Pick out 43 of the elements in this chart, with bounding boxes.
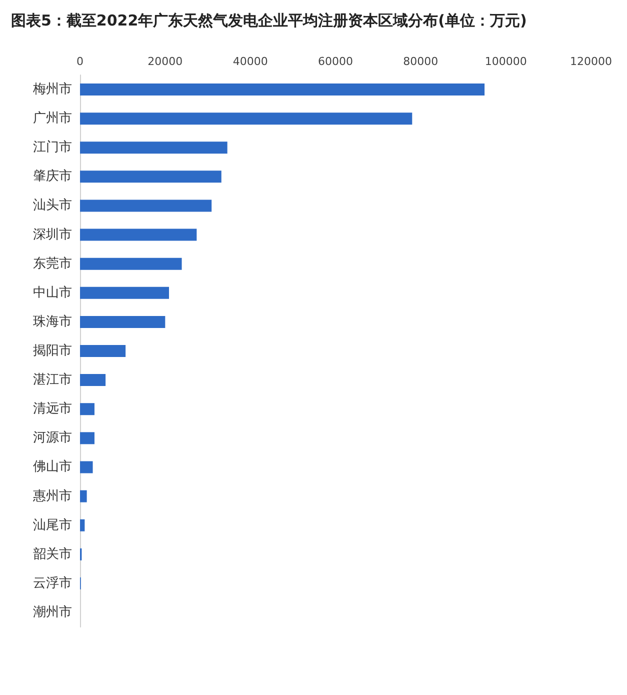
- chart-title: 图表5：截至2022年广东天然气发电企业平均注册资本区域分布(单位：万元): [11, 12, 527, 30]
- y-tick-label: 深圳市: [33, 227, 72, 242]
- bar: [80, 228, 197, 241]
- bar: [80, 84, 485, 96]
- bar: [80, 519, 85, 532]
- y-tick-label: 东莞市: [33, 256, 72, 272]
- y-tick-label: 揭阳市: [33, 344, 72, 358]
- bar: [80, 374, 106, 386]
- bar: [80, 286, 169, 299]
- bar: [80, 432, 94, 444]
- bar: [80, 112, 412, 125]
- y-tick-label: 韶关市: [33, 546, 72, 562]
- bar: [80, 490, 87, 502]
- x-tick-label: 80000: [403, 55, 438, 68]
- y-tick-label: 清远市: [33, 402, 72, 417]
- y-tick-label: 汕尾市: [33, 518, 72, 533]
- x-tick-label: 100000: [484, 55, 527, 68]
- bar: [80, 200, 212, 212]
- y-tick-label: 佛山市: [33, 460, 72, 475]
- x-tick-label: 0: [76, 55, 84, 68]
- bar: [80, 345, 126, 357]
- y-tick-label: 汕头市: [33, 198, 72, 214]
- y-tick-label: 梅州市: [32, 82, 72, 98]
- x-tick-label: 60000: [318, 55, 353, 68]
- y-tick-label: 湛江市: [33, 372, 72, 388]
- y-tick-label: 惠州市: [32, 488, 72, 504]
- y-tick-label: 潮州市: [33, 604, 72, 620]
- x-tick-label: 120000: [570, 55, 612, 68]
- bar: [80, 170, 222, 183]
- bar: [80, 461, 93, 474]
- y-tick-label: 广州市: [33, 111, 72, 126]
- y-tick-label: 河源市: [33, 430, 72, 446]
- y-tick-label: 云浮市: [33, 576, 72, 591]
- y-tick-label: 中山市: [33, 285, 72, 300]
- bar: [80, 403, 94, 416]
- x-tick-label: 40000: [232, 55, 268, 68]
- bar: [80, 258, 182, 270]
- bar: [80, 316, 166, 328]
- x-tick-label: 20000: [148, 55, 183, 68]
- y-tick-label: 江门市: [33, 139, 72, 156]
- y-tick-label: 珠海市: [33, 314, 72, 330]
- bar: [80, 142, 228, 154]
- y-tick-label: 肇庆市: [33, 169, 72, 184]
